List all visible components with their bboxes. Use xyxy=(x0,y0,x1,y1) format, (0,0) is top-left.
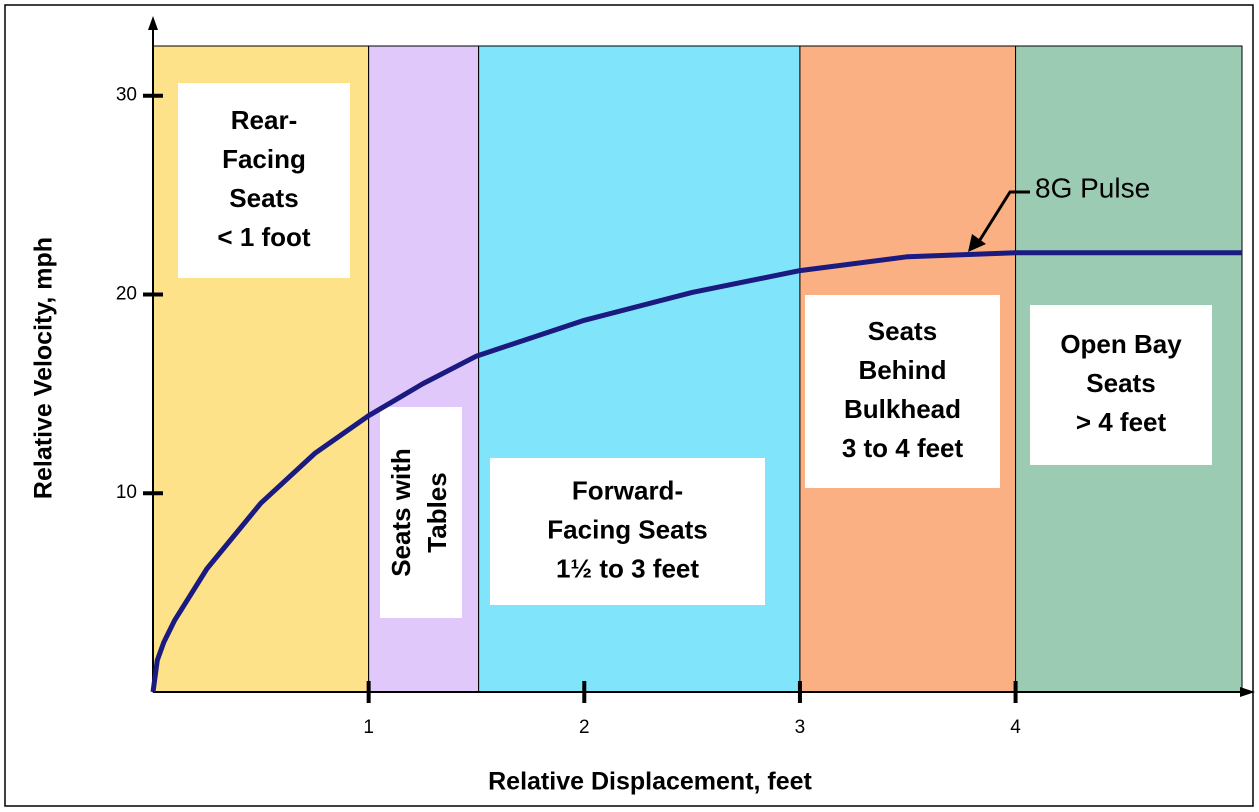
y-tick-label: 20 xyxy=(116,283,137,304)
band-label: Seats xyxy=(868,316,937,346)
band-label: Facing xyxy=(222,144,306,174)
band-label: Tables xyxy=(422,472,452,552)
label-box xyxy=(1030,305,1212,465)
band-label: > 4 feet xyxy=(1076,407,1167,437)
band-label: Open Bay xyxy=(1060,329,1182,359)
annotation-arrow xyxy=(976,190,1030,244)
label-box xyxy=(380,407,462,618)
x-tick-label: 2 xyxy=(579,717,590,738)
y-axis-title: Relative Velocity, mph xyxy=(30,237,58,499)
band-label: Forward- xyxy=(572,475,683,505)
plot: 1 2 3 4 10 20 30 xyxy=(116,16,1255,738)
annotation: 8G Pulse xyxy=(1035,172,1150,203)
band-label: Seats xyxy=(229,183,298,213)
series-line xyxy=(150,250,1242,693)
x-tick-label: 4 xyxy=(1010,717,1021,738)
band-label: Rear- xyxy=(231,105,297,135)
band-label: Bulkhead xyxy=(844,394,961,424)
band-label: Behind xyxy=(858,355,946,385)
band-label: 1½ to 3 feet xyxy=(556,553,699,583)
x-axis-arrow xyxy=(1240,687,1255,697)
band-label: < 1 foot xyxy=(217,222,311,252)
band-label: Seats xyxy=(1086,368,1155,398)
y-axis-arrow xyxy=(148,16,158,30)
x-axis-title: Relative Displacement, feet xyxy=(488,768,812,796)
band-label: Seats with xyxy=(386,448,416,577)
label-box xyxy=(805,295,1000,488)
label-box xyxy=(490,458,765,605)
band-label: 3 to 4 feet xyxy=(842,433,964,463)
annotation-arrowhead xyxy=(968,234,986,252)
y-tick-label: 10 xyxy=(116,482,137,503)
y-tick-label: 30 xyxy=(116,85,137,106)
x-tick-label: 3 xyxy=(795,717,806,738)
label-box xyxy=(178,83,350,278)
x-tick-label: 1 xyxy=(363,717,374,738)
band-labels: Rear- Facing Seats < 1 foot Seats with Tables… xyxy=(178,83,1212,618)
band-label: Facing Seats xyxy=(547,514,707,544)
